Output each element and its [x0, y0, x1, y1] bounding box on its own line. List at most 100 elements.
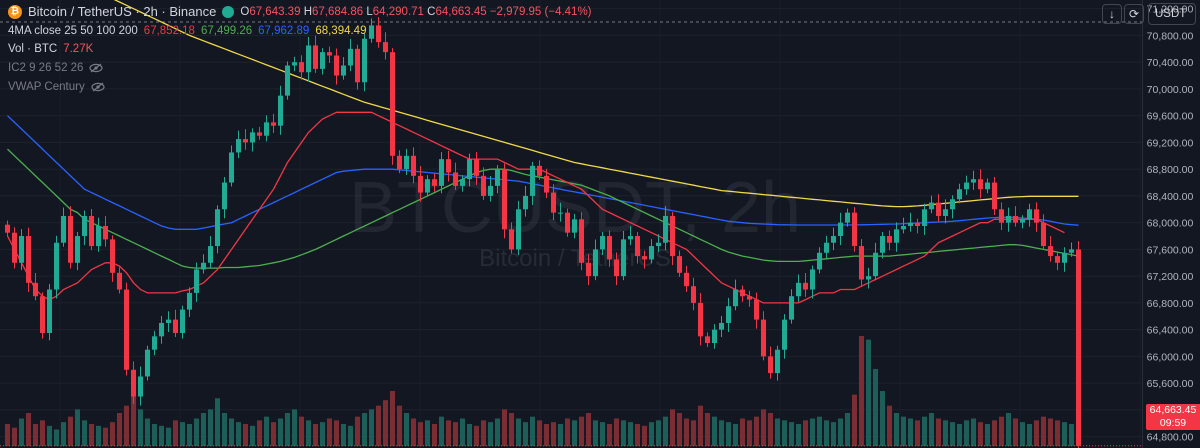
candle: [186, 292, 193, 310]
volume-bar: [697, 405, 704, 446]
y-tick-label: 68,800.00: [1147, 164, 1194, 176]
volume-bar: [1047, 418, 1054, 446]
candle: [1040, 222, 1047, 247]
candle: [354, 48, 361, 83]
volume-bar: [921, 416, 928, 446]
volume-bar: [130, 391, 137, 446]
candle: [459, 179, 466, 186]
candle: [466, 159, 473, 180]
volume-bar: [144, 418, 151, 446]
volume-bar: [466, 424, 473, 446]
candle: [361, 38, 368, 83]
candle: [543, 175, 550, 193]
candle: [795, 282, 802, 297]
y-tick-label: 68,400.00: [1147, 191, 1194, 203]
candle: [1012, 215, 1019, 223]
candle: [11, 232, 18, 263]
volume-bar: [571, 420, 578, 446]
volume-bar: [116, 413, 123, 446]
volume-legend-label: Vol · BTC: [8, 43, 58, 55]
ic2-legend[interactable]: IC2 9 26 52 26: [8, 62, 104, 74]
volume-bar: [53, 429, 60, 446]
volume-bar: [263, 416, 270, 446]
candle: [1047, 246, 1054, 257]
close-label: C: [427, 5, 436, 18]
volume-bar: [452, 422, 459, 446]
volume-bar: [781, 420, 788, 446]
candle: [333, 55, 340, 76]
candle: [109, 239, 116, 273]
volume-bar: [193, 418, 200, 446]
volume-bar: [746, 420, 753, 446]
volume-bar: [963, 420, 970, 446]
candle: [564, 212, 571, 233]
volume-bar: [928, 413, 935, 446]
candle: [137, 376, 144, 397]
candle: [46, 289, 53, 333]
volume-bar: [11, 427, 18, 446]
candle: [347, 48, 354, 66]
candle: [1005, 215, 1012, 223]
candle: [634, 236, 641, 257]
volume-bar: [235, 422, 242, 446]
volume-bar: [291, 409, 298, 446]
volume-bar: [403, 413, 410, 446]
arrow-down-icon[interactable]: ↓: [1102, 4, 1122, 24]
volume-bar: [690, 420, 697, 446]
candle: [592, 249, 599, 277]
volume-bar: [872, 369, 879, 446]
candle: [515, 209, 522, 250]
volume-bar: [298, 416, 305, 446]
volume-bar: [67, 416, 74, 446]
symbol-title[interactable]: Bitcoin / TetherUS · 2h · Binance: [28, 4, 217, 19]
moving-average-lines: [6, 0, 1079, 304]
volume-bar: [417, 422, 424, 446]
candle: [767, 356, 774, 374]
volume-legend[interactable]: Vol · BTC 7.27K: [8, 43, 93, 55]
volume-bar: [354, 416, 361, 446]
candle: [67, 215, 74, 263]
volume-bar: [788, 422, 795, 446]
ma-legend[interactable]: 4MA close 25 50 100 200 67,852.18 67,499…: [8, 25, 366, 37]
candle: [683, 272, 690, 287]
volume-bar: [438, 416, 445, 446]
close-value: 64,663.45: [435, 5, 487, 18]
volume-bar: [704, 413, 711, 446]
refresh-icon[interactable]: ⟳: [1124, 4, 1144, 24]
candle-countdown: 09:59: [1159, 417, 1187, 429]
candle: [550, 192, 557, 213]
volume-bar: [858, 336, 865, 446]
candle: [326, 52, 333, 56]
volume-bar: [655, 420, 662, 446]
candle: [977, 179, 984, 190]
candle: [235, 139, 242, 153]
currency-selector[interactable]: USDT: [1148, 3, 1196, 25]
candle: [396, 155, 403, 170]
open-value: 67,643.39: [249, 5, 301, 18]
candle: [732, 289, 739, 307]
volume-bar: [102, 427, 109, 446]
candle: [368, 25, 375, 39]
open-label: O: [240, 5, 250, 18]
volume-bar: [739, 418, 746, 446]
candle: [410, 155, 417, 176]
vwap-legend-label: VWAP Century: [8, 81, 85, 93]
candle: [207, 246, 214, 263]
candle: [88, 215, 95, 247]
volume-bar: [718, 420, 725, 446]
volume-bars: [4, 336, 1082, 446]
candle: [781, 319, 788, 350]
candle: [739, 289, 746, 297]
volume-bar: [599, 422, 606, 446]
candle: [60, 215, 67, 243]
candle: [928, 202, 935, 210]
candle: [725, 306, 732, 323]
hidden-eye-icon[interactable]: [91, 82, 105, 92]
volume-bar: [39, 420, 46, 446]
candle: [669, 215, 676, 257]
candle: [18, 236, 25, 263]
vwap-legend[interactable]: VWAP Century: [8, 81, 105, 93]
hidden-eye-icon[interactable]: [89, 63, 104, 73]
volume-bar: [613, 418, 620, 446]
